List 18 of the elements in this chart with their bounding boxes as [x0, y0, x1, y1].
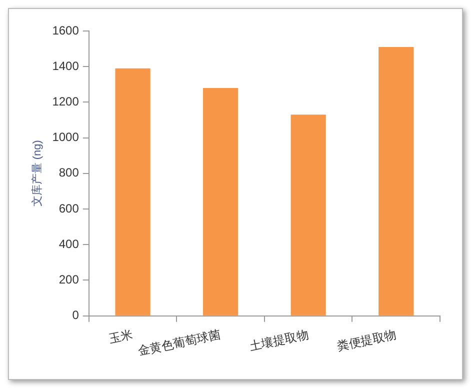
x-tick-label: 玉米 [108, 327, 134, 346]
y-tick-label: 400 [58, 236, 80, 251]
bar [290, 114, 326, 316]
x-tick-label: 粪便提取物 [336, 327, 398, 354]
y-axis-title: 文库产量 (ng) [30, 140, 44, 207]
y-tick-label: 600 [58, 201, 80, 216]
y-tick-label: 1400 [52, 58, 80, 73]
bar [115, 68, 150, 316]
x-tick-label: 土壤提取物 [248, 327, 310, 354]
bar [203, 88, 238, 316]
x-tick-label: 金黄色葡萄球菌 [136, 327, 222, 358]
y-tick-label: 1600 [52, 23, 80, 38]
y-tick-label: 1000 [52, 130, 80, 144]
y-tick-label: 1200 [52, 94, 80, 109]
bar [378, 47, 414, 316]
y-tick-label: 0 [72, 308, 80, 322]
y-tick-label: 200 [58, 272, 80, 287]
y-tick-label: 800 [58, 166, 80, 180]
